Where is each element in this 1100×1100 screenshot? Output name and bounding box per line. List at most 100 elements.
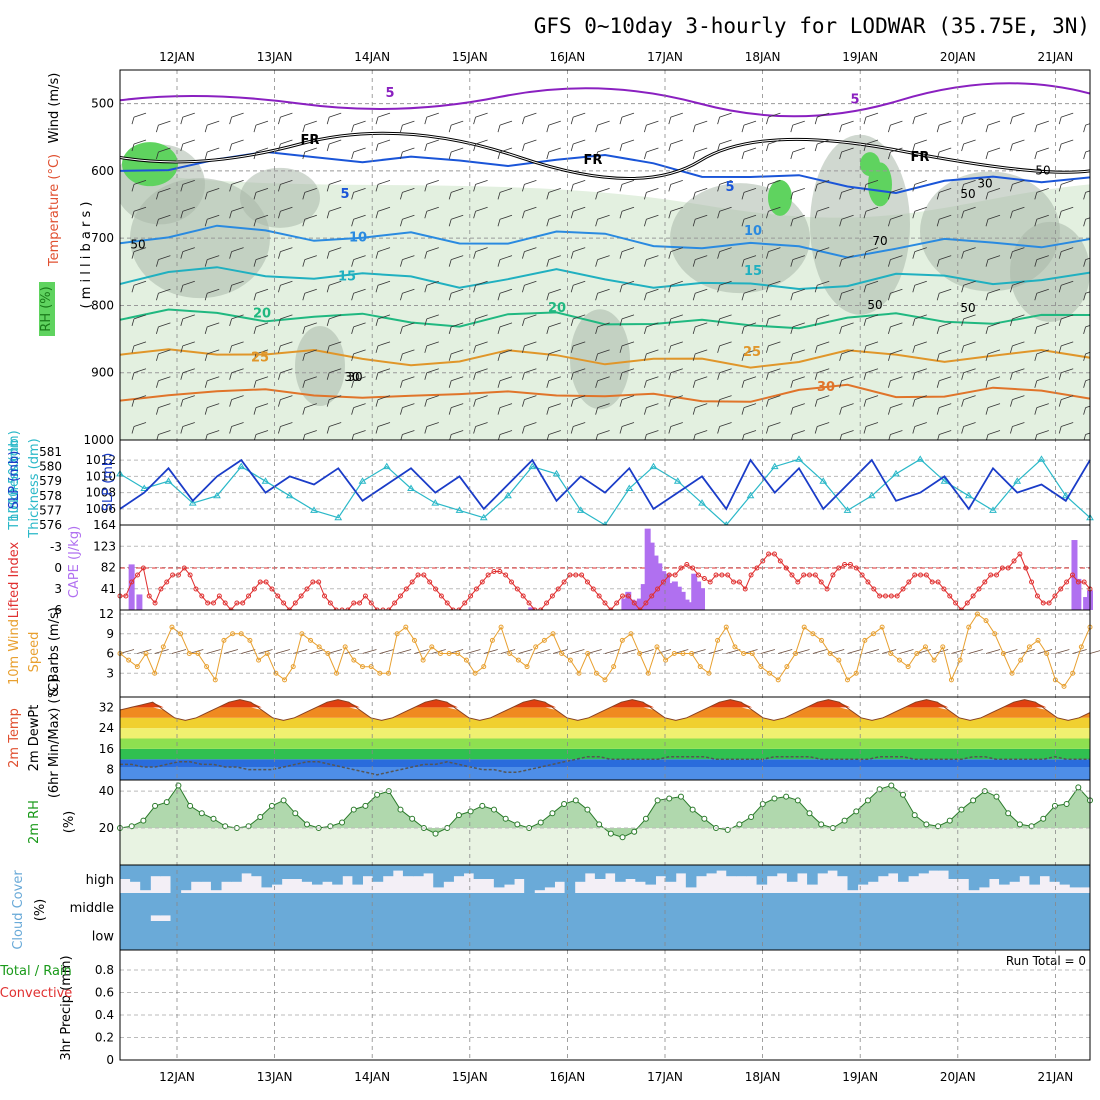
wind-barb [1036, 187, 1049, 193]
wind-barb [426, 368, 439, 374]
li-marker [999, 565, 1005, 571]
cloud-bar [766, 921, 778, 950]
wind-barb [182, 206, 195, 212]
wind-barb-flag [790, 219, 794, 227]
cloud-bar [1059, 921, 1071, 950]
wind-barb [695, 376, 708, 382]
wind-barb [939, 430, 952, 435]
wind-barb [182, 280, 195, 286]
wind-barb-flag [936, 124, 940, 133]
wind-10m-barb [397, 649, 412, 654]
wind-barb [255, 376, 269, 382]
cloud-bar [342, 865, 353, 877]
wind-barb [182, 368, 195, 374]
li-marker [941, 586, 947, 592]
wind-barb [817, 314, 830, 320]
rh2m-marker [537, 819, 544, 826]
wind-barb-flag [790, 407, 794, 415]
wind-barb-flag [790, 151, 794, 160]
wind-barb-flag [912, 285, 916, 293]
cape-bar [640, 584, 647, 610]
wind-barb-flag [668, 345, 672, 353]
wind-barb-flag [424, 345, 428, 353]
wind-speed-marker [360, 664, 365, 670]
li-marker [503, 572, 509, 578]
rh2m-marker [596, 821, 603, 828]
cloud-bar [514, 893, 525, 921]
wind-barb-flag [668, 143, 672, 152]
wind-barb [792, 403, 805, 409]
cloud-bar [180, 865, 192, 891]
wind-barb [426, 247, 439, 253]
wind-barb [597, 349, 610, 355]
wind-barb [621, 280, 635, 286]
wind-barb [987, 349, 1001, 355]
wind-barb-flag [888, 259, 891, 267]
wind-barb-flag [668, 399, 672, 407]
wind-barb-flag [1083, 353, 1086, 361]
cloud-bar [564, 893, 576, 921]
wind-barb-flag [692, 380, 696, 388]
wind-barb-flag [741, 353, 745, 361]
wind-barb [1012, 206, 1025, 212]
rh2m-marker [140, 817, 147, 824]
wind-barb-flag [741, 219, 745, 227]
wind-speed-marker [316, 644, 322, 650]
cloud-bar [261, 893, 273, 921]
wind-barb [597, 147, 610, 153]
wind-10m-barb [882, 649, 897, 654]
li-y-tick: 6 [54, 603, 62, 617]
cloud-bar [847, 893, 859, 921]
wind-speed-marker [134, 664, 140, 670]
wind-barb-flag [595, 353, 598, 361]
wind-barb [158, 430, 171, 435]
cloud-bar [311, 865, 323, 885]
wind-barb [280, 206, 293, 212]
wind-barb [499, 187, 513, 193]
wind-barb [475, 422, 488, 427]
wind-barb [719, 139, 732, 145]
wind-barb [304, 187, 317, 193]
li-marker [526, 600, 532, 606]
wind-barb [475, 341, 488, 347]
upper-y-tick: 500 [91, 97, 114, 111]
rh2m-marker [1075, 784, 1082, 791]
rh2m-marker [479, 802, 486, 809]
top-date-label: 16JAN [550, 50, 586, 64]
wind-barb-flag [180, 116, 184, 125]
wind-barb [1085, 432, 1090, 435]
wind-speed-marker [204, 664, 210, 670]
wind-barb [987, 430, 1001, 435]
wind-barb [402, 376, 415, 382]
li-marker [316, 579, 322, 585]
wind-10m-barb [1089, 650, 1100, 654]
wind-barb-flag [595, 259, 598, 267]
wind-barb [182, 314, 195, 320]
li-marker [509, 579, 515, 585]
wind-barb-flag [473, 285, 476, 293]
cloud-bar [150, 893, 161, 916]
cloud-bar [908, 865, 919, 877]
wind-barb [304, 376, 317, 382]
wind-barb-flag [1058, 426, 1062, 434]
wind-10m-barb [622, 649, 637, 654]
wind-barb [304, 120, 317, 126]
wind-speed-marker [732, 644, 738, 650]
wind-barb [451, 214, 464, 220]
wind-barb-flag [156, 434, 159, 440]
cloud-bar [867, 893, 879, 921]
wind-barb [939, 187, 952, 193]
wind-barb [280, 314, 293, 320]
wind-barb-flag [1034, 407, 1038, 415]
wind-barb [499, 376, 513, 382]
wind-speed-marker [559, 651, 565, 656]
wind-speed-marker [775, 677, 781, 683]
cloud-bar [807, 921, 818, 950]
cloud-bar [857, 921, 869, 950]
thickness-y-tick: 578 [39, 489, 62, 503]
cloud-bar [433, 893, 444, 921]
wind-barb [597, 288, 610, 294]
wind-barb-flag [375, 116, 379, 125]
wind-barb [451, 147, 464, 153]
wind-barb [182, 112, 195, 118]
